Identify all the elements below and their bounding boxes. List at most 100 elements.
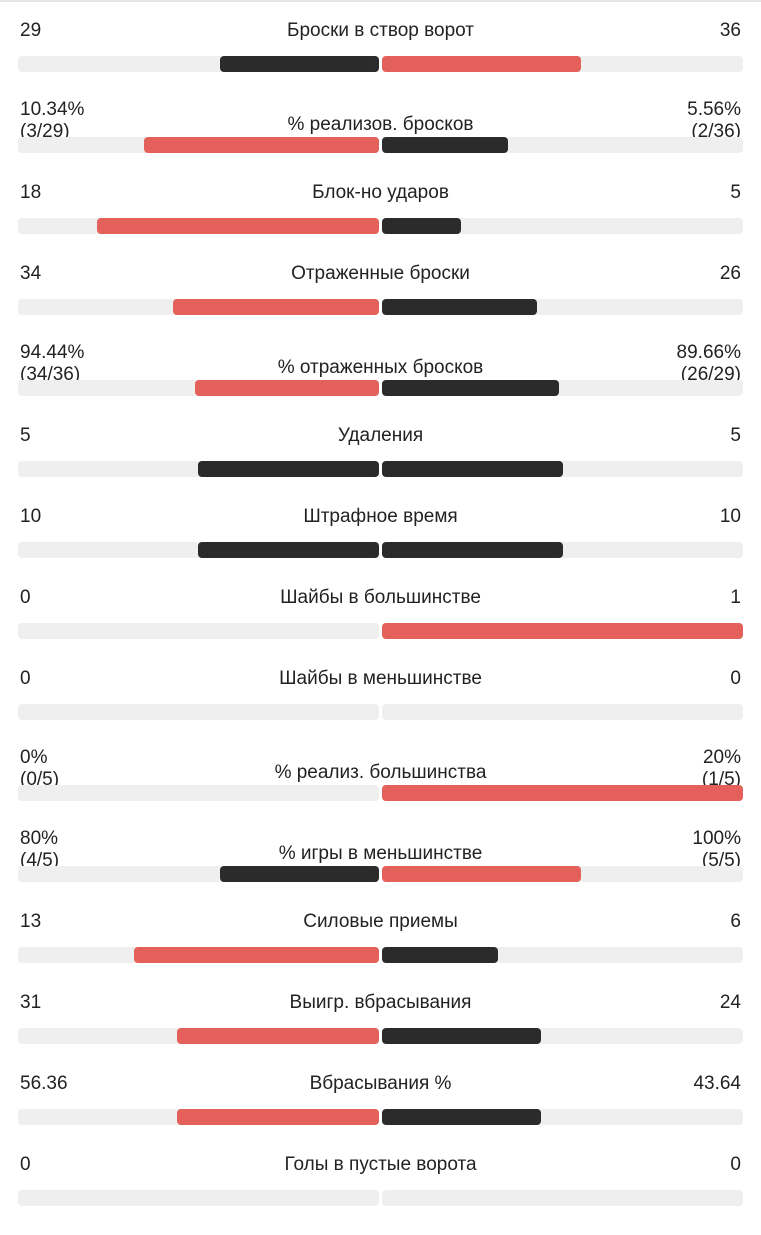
home-value: 18	[20, 182, 41, 204]
home-value-detail: (4/5)	[20, 850, 60, 871]
home-bar-track	[18, 218, 379, 234]
home-value: 0	[20, 587, 31, 609]
home-value-main: 13	[20, 911, 42, 932]
stat-row: Силовые приемы 13 6	[0, 911, 761, 992]
stat-row: Голы в пустые ворота 0 0	[0, 1154, 761, 1235]
stat-label: Удаления	[337, 425, 424, 446]
away-value: 5	[730, 425, 741, 447]
home-value: 10	[20, 506, 41, 528]
home-value: 94.44% (34/36)	[20, 342, 84, 386]
home-value-main: 31	[20, 992, 42, 1013]
away-value: 6	[730, 911, 741, 933]
away-bar-track	[382, 56, 743, 72]
home-bar-track	[18, 947, 379, 963]
away-value-main: 24	[719, 992, 741, 1013]
home-bar-track	[18, 542, 379, 558]
away-bar-track	[382, 542, 743, 558]
home-value: 0% (0/5)	[20, 747, 59, 791]
away-value-main: 5.56%	[687, 99, 741, 120]
away-bar-track	[382, 623, 743, 639]
stat-label: Штрафное время	[303, 506, 458, 527]
home-bar-fill	[97, 218, 379, 234]
away-value: 5	[730, 182, 741, 204]
home-bar-fill	[198, 542, 379, 558]
away-value: 0	[730, 668, 741, 690]
away-value: 36	[720, 20, 741, 42]
home-bar-fill	[144, 137, 379, 153]
stat-label: Голы в пустые ворота	[284, 1154, 477, 1175]
away-value: 1	[730, 587, 741, 609]
home-value: 10.34% (3/29)	[20, 99, 84, 143]
away-bar-fill	[382, 461, 563, 477]
home-bar-track	[18, 1190, 379, 1206]
home-value-main: 18	[20, 182, 42, 203]
away-bar-fill	[382, 866, 581, 882]
home-bar-fill	[177, 1109, 379, 1125]
stat-label: Отраженные броски	[291, 263, 470, 284]
stat-row: % реализов. бросков 10.34% (3/29) 5.56% (2/3…	[0, 99, 761, 182]
home-bar-track	[18, 56, 379, 72]
home-value-main: 0	[20, 587, 31, 608]
away-bar-track	[382, 461, 743, 477]
home-value: 0	[20, 1154, 31, 1176]
stat-row: Штрафное время 10 10	[0, 506, 761, 587]
home-value-main: 0	[20, 1154, 31, 1175]
away-bar-fill	[382, 380, 559, 396]
home-bar-fill	[220, 866, 379, 882]
home-value-detail: (0/5)	[20, 769, 60, 790]
home-value-main: 80%	[20, 828, 59, 849]
home-value-main: 10	[20, 506, 42, 527]
away-bar-fill	[382, 542, 563, 558]
home-value: 29	[20, 20, 41, 42]
top-divider	[0, 0, 761, 2]
away-value-detail: (26/29)	[680, 364, 741, 385]
home-bar-track	[18, 1028, 379, 1044]
away-value-detail: (1/5)	[701, 769, 741, 790]
home-bar-fill	[177, 1028, 379, 1044]
away-bar-fill	[382, 137, 508, 153]
away-value: 5.56% (2/36)	[687, 99, 741, 143]
home-value: 56.36	[20, 1073, 68, 1095]
away-value: 0	[730, 1154, 741, 1176]
away-value-main: 10	[719, 506, 741, 527]
stat-label: % реализов. бросков	[287, 114, 474, 135]
home-value-main: 5	[20, 425, 31, 446]
away-bar-track	[382, 704, 743, 720]
home-bar-fill	[195, 380, 379, 396]
stat-row: Шайбы в большинстве 0 1	[0, 587, 761, 668]
home-value-main: 56.36	[20, 1073, 68, 1094]
stat-label: Блок-но ударов	[312, 182, 449, 203]
away-bar-track	[382, 137, 743, 153]
away-bar-fill	[382, 299, 537, 315]
away-bar-track	[382, 1109, 743, 1125]
away-bar-fill	[382, 1109, 541, 1125]
stat-label: Броски в створ ворот	[286, 20, 475, 41]
home-value-main: 0%	[20, 747, 48, 768]
away-value-main: 43.64	[693, 1073, 741, 1094]
home-value: 13	[20, 911, 41, 933]
home-value-main: 94.44%	[20, 342, 85, 363]
stat-row: % игры в меньшинстве 80% (4/5) 100% (5/5)	[0, 828, 761, 911]
stat-row: Отраженные броски 34 26	[0, 263, 761, 344]
home-bar-fill	[198, 461, 379, 477]
away-bar-track	[382, 947, 743, 963]
away-value-main: 26	[719, 263, 741, 284]
home-bar-fill	[173, 299, 379, 315]
stat-row: Вбрасывания % 56.36 43.64	[0, 1073, 761, 1154]
stat-row: Броски в створ ворот 29 36	[0, 20, 761, 101]
home-bar-fill	[220, 56, 379, 72]
away-bar-track	[382, 866, 743, 882]
home-bar-track	[18, 299, 379, 315]
stat-row: Удаления 5 5	[0, 425, 761, 506]
stat-row: Шайбы в меньшинстве 0 0	[0, 668, 761, 749]
away-bar-track	[382, 1028, 743, 1044]
home-bar-fill	[134, 947, 379, 963]
away-bar-fill	[382, 785, 743, 801]
stat-label: Выигр. вбрасывания	[289, 992, 472, 1013]
home-bar-track	[18, 461, 379, 477]
home-value-main: 0	[20, 668, 31, 689]
home-value-main: 34	[20, 263, 42, 284]
home-value: 34	[20, 263, 41, 285]
home-value-main: 10.34%	[20, 99, 85, 120]
away-value-main: 89.66%	[676, 342, 741, 363]
